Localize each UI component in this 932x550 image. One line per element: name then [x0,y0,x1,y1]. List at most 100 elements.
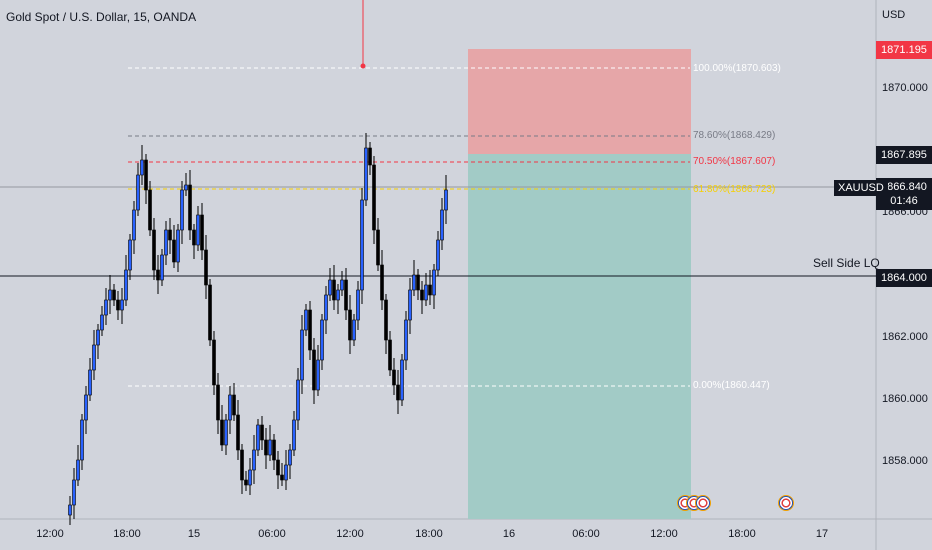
candle-body [133,210,136,240]
candle-body [141,160,144,175]
x-tick-0: 12:00 [36,528,64,540]
candle-body [445,190,448,210]
spike-marker-dot [361,64,366,69]
candle-body [121,300,124,310]
candle-body [429,285,432,295]
candle-body [441,210,444,240]
candle-body [365,148,368,200]
candle-body [85,395,88,420]
x-tick-8: 12:00 [650,528,678,540]
candle-body [313,350,316,390]
candle-body [137,175,140,210]
candle-body [97,330,100,345]
candle-body [317,360,320,390]
candle-body [437,240,440,270]
candle-body [153,230,156,270]
candle-body [125,270,128,300]
candle-body [405,320,408,360]
candle-body [225,420,228,445]
fib-786: 78.60%(1868.429) [693,130,775,141]
candle-body [89,370,92,395]
candle-body [169,230,172,240]
price-tag-top: 1871.195 [876,41,932,59]
y-tick-1862: 1862.000 [878,331,932,343]
sell-side-lq-label: Sell Side LQ [813,256,880,270]
candle-body [377,230,380,265]
candle-body [293,420,296,450]
candle-body [297,380,300,420]
candle-body [353,320,356,340]
candle-body [357,290,360,320]
candle-body [221,420,224,445]
candle-body [217,385,220,420]
candle-body [93,345,96,370]
candle-body [341,280,344,290]
candle-body [369,148,372,165]
candle-body [413,275,416,290]
candle-body [145,160,148,190]
candle-body [269,440,272,455]
bar-countdown: 01:46 [876,194,932,208]
take-profit-zone [468,154,691,519]
candle-body [233,395,236,415]
candle-body [289,450,292,465]
x-tick-4: 12:00 [336,528,364,540]
x-tick-10: 17 [816,528,828,540]
candle-body [117,300,120,310]
candle-body [157,270,160,280]
candle-body [253,450,256,470]
candle-body [349,310,352,340]
candle-body [333,280,336,300]
x-tick-7: 06:00 [572,528,600,540]
stop-loss-zone [468,49,691,154]
candle-body [409,290,412,320]
candle-body [177,230,180,262]
price-tag-support: 1864.000 [876,269,932,287]
candle-body [109,290,112,300]
us-event-flag-icon[interactable] [695,495,711,511]
candle-body [277,460,280,475]
candle-body [173,240,176,262]
candle-body [373,165,376,230]
candle-body [245,480,248,485]
candle-body [241,450,244,480]
candle-body [129,240,132,270]
fib-618: 61.80%(1866.723) [693,184,775,195]
candle-body [213,340,216,385]
symbol-tag: XAUUSD [834,180,888,196]
candle-body [285,465,288,480]
candle-body [185,185,188,190]
x-tick-3: 06:00 [258,528,286,540]
candle-body [425,285,428,300]
candle-body [69,505,72,515]
x-tick-5: 18:00 [415,528,443,540]
candle-body [81,420,84,460]
candle-body [309,310,312,350]
fib-100: 100.00%(1870.603) [693,63,781,74]
y-tick-1870: 1870.000 [878,82,932,94]
candle-body [421,290,424,300]
candle-body [209,285,212,340]
candle-body [181,190,184,230]
candle-body [433,270,436,295]
candle-body [273,440,276,460]
candle-body [337,290,340,300]
currency-label: USD [878,9,932,21]
candle-body [165,230,168,255]
candle-body [329,280,332,295]
candle-body [73,480,76,505]
candle-body [77,460,80,480]
candle-body [229,395,232,420]
price-tag-entry: 1867.895 [876,146,932,164]
candle-body [205,250,208,285]
us-event-flag-icon[interactable] [778,495,794,511]
candle-body [193,230,196,245]
x-tick-2: 15 [188,528,200,540]
candle-body [257,425,260,450]
candle-body [281,475,284,480]
x-tick-9: 18:00 [728,528,756,540]
candle-body [401,360,404,400]
candle-body [189,185,192,230]
